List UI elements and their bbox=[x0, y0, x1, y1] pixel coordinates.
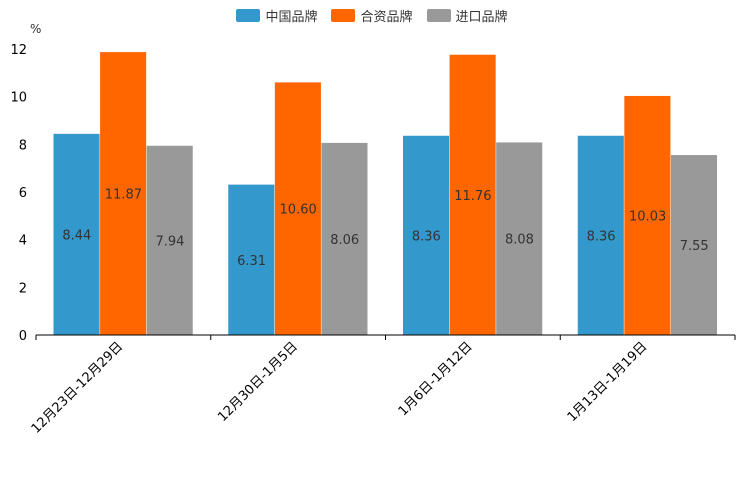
x-tick-label: 1月6日-1月12日 bbox=[396, 339, 476, 419]
y-tick-label: 12 bbox=[10, 43, 27, 58]
bar-3-3[interactable] bbox=[496, 142, 543, 335]
bar-value-label: 11.87 bbox=[105, 188, 142, 203]
y-tick-label: 10 bbox=[10, 91, 27, 106]
bar-1-1[interactable] bbox=[53, 133, 100, 335]
bar-1-3[interactable] bbox=[403, 135, 450, 335]
y-tick-label: 0 bbox=[19, 329, 27, 344]
x-tick-label: 12月23日-12月29日 bbox=[29, 339, 126, 436]
x-tick-label: 12月30日-1月5日 bbox=[215, 339, 301, 425]
y-tick-label: 2 bbox=[19, 281, 27, 296]
bar-value-label: 7.94 bbox=[155, 234, 184, 249]
x-tick-label: 1月13日-1月19日 bbox=[565, 339, 651, 425]
bar-2-4[interactable] bbox=[624, 95, 671, 336]
bar-1-4[interactable] bbox=[577, 135, 624, 335]
bar-value-label: 8.06 bbox=[330, 233, 359, 248]
y-tick-label: 4 bbox=[19, 234, 27, 249]
bar-value-label: 6.31 bbox=[237, 254, 266, 269]
y-tick-label: 6 bbox=[19, 186, 27, 201]
legend-swatch-china-brand bbox=[236, 9, 261, 22]
legend-item-imported-brand[interactable]: 进口品牌 bbox=[426, 6, 508, 25]
bar-value-label: 10.03 bbox=[629, 209, 666, 224]
bar-value-label: 7.55 bbox=[680, 239, 709, 254]
legend-item-joint-venture-brand[interactable]: 合资品牌 bbox=[331, 6, 413, 25]
legend-label-imported-brand: 进口品牌 bbox=[455, 10, 508, 25]
bar-2-2[interactable] bbox=[274, 82, 321, 335]
bar-2-3[interactable] bbox=[449, 54, 496, 335]
legend-label-joint-venture-brand: 合资品牌 bbox=[360, 10, 413, 25]
bar-2-1[interactable] bbox=[100, 52, 147, 336]
y-axis-unit-label: % bbox=[30, 22, 41, 36]
bar-value-label: 11.76 bbox=[454, 189, 491, 204]
bar-value-label: 8.36 bbox=[587, 229, 616, 244]
bar-1-2[interactable] bbox=[228, 184, 275, 335]
bar-value-label: 8.08 bbox=[505, 233, 534, 248]
bar-3-4[interactable] bbox=[670, 155, 717, 335]
legend-label-china-brand: 中国品牌 bbox=[265, 10, 318, 25]
legend-swatch-imported-brand bbox=[426, 9, 451, 22]
bar-3-2[interactable] bbox=[321, 142, 368, 335]
legend: 中国品牌 合资品牌 进口品牌 bbox=[0, 6, 744, 25]
y-tick-label: 8 bbox=[19, 138, 27, 153]
bar-value-label: 8.44 bbox=[62, 228, 91, 243]
bar-value-label: 8.36 bbox=[412, 229, 441, 244]
legend-swatch-joint-venture-brand bbox=[331, 9, 356, 22]
bar-3-1[interactable] bbox=[146, 145, 193, 335]
legend-item-china-brand[interactable]: 中国品牌 bbox=[236, 6, 317, 25]
bar-value-label: 10.60 bbox=[280, 203, 317, 218]
